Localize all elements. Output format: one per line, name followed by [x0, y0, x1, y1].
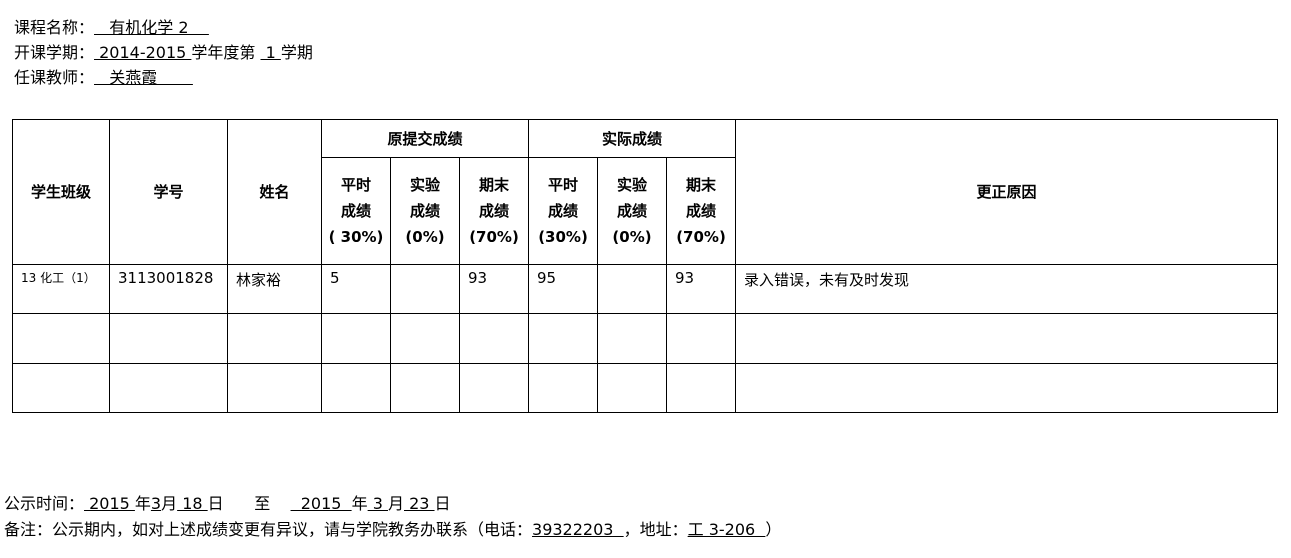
header-name: 姓名: [227, 119, 322, 265]
table-row-empty: [12, 313, 1278, 364]
term-line: 开课学期： 2014-2015 学年度第 1 学期: [14, 43, 313, 63]
cell-original-regular: 5: [321, 264, 391, 314]
course-value: 有机化学 2: [94, 18, 209, 37]
cell-actual-lab: [597, 264, 667, 314]
cell-original-final: 93: [459, 264, 529, 314]
cell-name: 林家裕: [227, 264, 322, 314]
cell-actual-final: 93: [666, 264, 736, 314]
header-id: 学号: [109, 119, 228, 265]
note-line: 备注：公示期内，如对上述成绩变更有异议，请与学院教务办联系（电话：3932220…: [4, 520, 782, 539]
header-regular-actual: 平时 成绩 (30%): [528, 157, 598, 265]
header-reason: 更正原因: [735, 119, 1278, 265]
cell-actual-regular: 95: [528, 264, 598, 314]
header-class: 学生班级: [12, 119, 110, 265]
cell-reason: 录入错误，未有及时发现: [735, 264, 1278, 314]
header-final-actual: 期末 成绩 (70%): [666, 157, 736, 265]
header-regular: 平时 成绩( 30%): [321, 157, 391, 265]
teacher-value: 关燕霞: [94, 68, 193, 87]
table-row: 13 化工（1） 3113001828 林家裕 5 93 95 93 录入错误，…: [12, 264, 1278, 314]
header-final: 期末 成绩 (70%): [459, 157, 529, 265]
term-label: 开课学期：: [14, 43, 95, 62]
term-year: 2014-2015: [94, 43, 192, 62]
term-end: 学期: [280, 43, 313, 62]
term-mid: 学年度第: [191, 43, 261, 62]
term-number: 1: [260, 43, 281, 62]
header-lab: 实验 成绩 (0%): [390, 157, 460, 265]
teacher-label: 任课教师：: [14, 68, 95, 87]
grade-correction-table: 学生班级 学号 姓名 原提交成绩 实际成绩 更正原因 平时 成绩( 30%) 实验…: [12, 119, 1278, 413]
cell-class: 13 化工（1）: [12, 264, 110, 314]
course-label: 课程名称：: [14, 18, 95, 37]
teacher-line: 任课教师： 关燕霞: [14, 68, 193, 88]
cell-id: 3113001828: [109, 264, 228, 314]
cell-original-lab: [390, 264, 460, 314]
course-line: 课程名称： 有机化学 2: [14, 18, 209, 38]
publicity-time-line: 公示时间： 2015 年3月 18 日 至 2015 年 3 月 23 日: [4, 494, 451, 513]
header-actual: 实际成绩: [528, 119, 736, 158]
table-row-empty: [12, 363, 1278, 413]
header-original: 原提交成绩: [321, 119, 529, 158]
header-lab-actual: 实验 成绩 (0%): [597, 157, 667, 265]
